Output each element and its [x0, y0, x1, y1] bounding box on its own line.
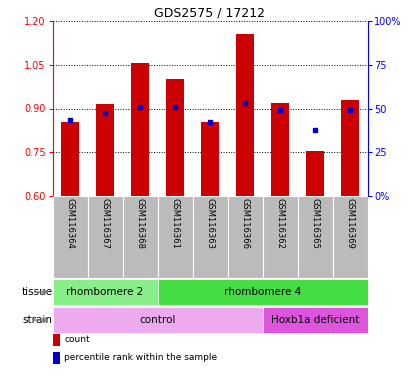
Bar	[262, 196, 297, 278]
Bar	[158, 278, 368, 305]
Title: GDS2575 / 17212: GDS2575 / 17212	[155, 7, 265, 20]
Bar	[333, 196, 368, 278]
Text: GSM116366: GSM116366	[241, 199, 249, 250]
Bar	[306, 151, 324, 196]
Bar	[131, 63, 149, 196]
Text: GSM116361: GSM116361	[171, 199, 179, 249]
Bar	[201, 122, 219, 196]
Text: percentile rank within the sample: percentile rank within the sample	[64, 354, 218, 362]
Bar	[192, 196, 228, 278]
Text: GSM116368: GSM116368	[136, 199, 144, 250]
Bar	[52, 278, 158, 305]
Bar	[341, 100, 359, 196]
Text: GSM116362: GSM116362	[276, 199, 284, 249]
Bar	[271, 103, 289, 196]
Text: tissue: tissue	[21, 287, 52, 297]
Text: strain: strain	[23, 315, 52, 325]
Text: GSM116365: GSM116365	[310, 199, 320, 249]
Text: GSM116364: GSM116364	[66, 199, 74, 249]
Text: Hoxb1a deficient: Hoxb1a deficient	[271, 315, 359, 325]
Bar	[228, 196, 262, 278]
Bar	[123, 196, 158, 278]
Bar	[236, 34, 254, 196]
Bar	[158, 196, 192, 278]
Bar	[52, 196, 87, 278]
Text: rhombomere 4: rhombomere 4	[224, 287, 301, 297]
Text: control: control	[139, 315, 176, 325]
Text: rhombomere 2: rhombomere 2	[66, 287, 144, 297]
Bar	[87, 196, 123, 278]
Text: GSM116369: GSM116369	[346, 199, 354, 249]
Text: count: count	[64, 336, 90, 344]
Bar	[52, 306, 262, 333]
Bar	[262, 306, 368, 333]
Bar	[297, 196, 333, 278]
Bar	[96, 104, 114, 196]
Bar	[61, 122, 79, 196]
Text: GSM116367: GSM116367	[100, 199, 110, 250]
Text: GSM116363: GSM116363	[205, 199, 215, 250]
Bar	[166, 79, 184, 196]
